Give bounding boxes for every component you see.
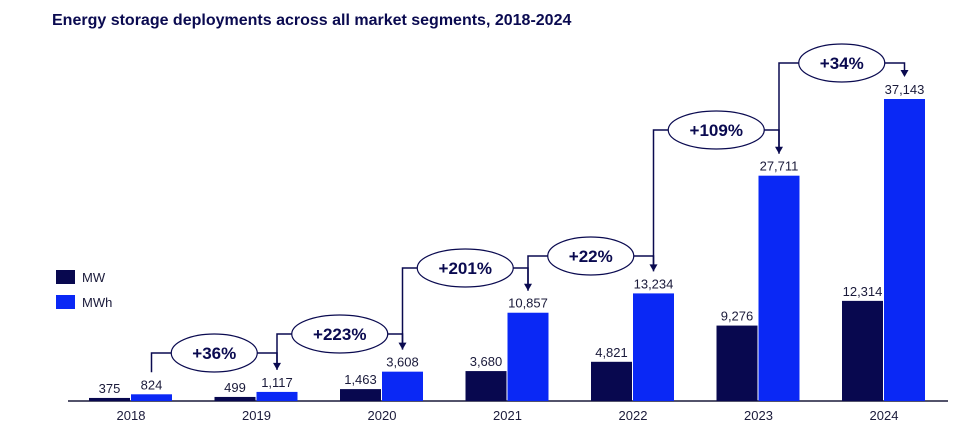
bar-mw: [716, 325, 758, 401]
data-label-mw: 499: [224, 380, 246, 395]
growth-label: +22%: [569, 247, 613, 266]
data-label-mw: 3,680: [470, 354, 503, 369]
x-tick-label: 2019: [242, 408, 271, 423]
growth-ellipse: [547, 236, 635, 276]
bar-mwh: [256, 391, 298, 401]
growth-ellipse: [170, 333, 258, 373]
data-label-mwh: 37,143: [885, 82, 925, 97]
growth-ellipse: [798, 43, 886, 83]
bar-mwh: [884, 99, 925, 401]
growth-label: +109%: [690, 121, 743, 140]
legend-swatch-mw: [56, 270, 75, 284]
x-tick-label: 2023: [744, 408, 773, 423]
data-label-mwh: 824: [141, 377, 163, 392]
growth-ellipse: [291, 314, 389, 354]
data-label-mwh: 3,608: [386, 355, 419, 370]
bar-mwh: [131, 394, 172, 401]
x-tick-label: 2021: [493, 408, 522, 423]
bar-mw: [89, 397, 130, 401]
bar-mwh: [382, 371, 423, 401]
bar-mwh: [507, 312, 549, 401]
growth-ellipse: [667, 110, 765, 150]
legend-label-mwh: MWh: [82, 295, 112, 310]
legend-label-mw: MW: [82, 270, 106, 285]
x-tick-label: 2018: [117, 408, 146, 423]
bar-mw: [465, 371, 507, 401]
bar-mwh: [633, 293, 674, 401]
bar-mw: [340, 389, 381, 401]
data-label-mwh: 27,711: [760, 159, 799, 174]
x-tick-label: 2020: [368, 408, 397, 423]
growth-label: +34%: [820, 54, 864, 73]
growth-label: +223%: [313, 325, 366, 344]
arrow-down-icon: [900, 70, 909, 77]
data-label-mw: 375: [99, 381, 121, 396]
x-tick-label: 2024: [870, 408, 899, 423]
data-label-mwh: 13,234: [634, 276, 674, 291]
x-tick-label: 2022: [619, 408, 648, 423]
growth-ellipse: [416, 248, 514, 288]
data-label-mwh: 1,117: [261, 375, 293, 390]
bar-mw: [214, 396, 256, 401]
chart-title: Energy storage deployments across all ma…: [52, 12, 572, 29]
growth-label: +36%: [192, 344, 236, 363]
bar-mw: [591, 361, 632, 401]
bar-mwh: [758, 175, 800, 401]
bar-mw: [842, 300, 883, 401]
data-label-mw: 12,314: [843, 284, 883, 299]
data-label-mwh: 10,857: [508, 296, 548, 311]
legend-swatch-mwh: [56, 295, 75, 309]
growth-label: +201%: [439, 259, 492, 278]
data-label-mw: 1,463: [344, 372, 377, 387]
data-label-mw: 4,821: [595, 345, 628, 360]
data-label-mw: 9,276: [721, 309, 754, 324]
